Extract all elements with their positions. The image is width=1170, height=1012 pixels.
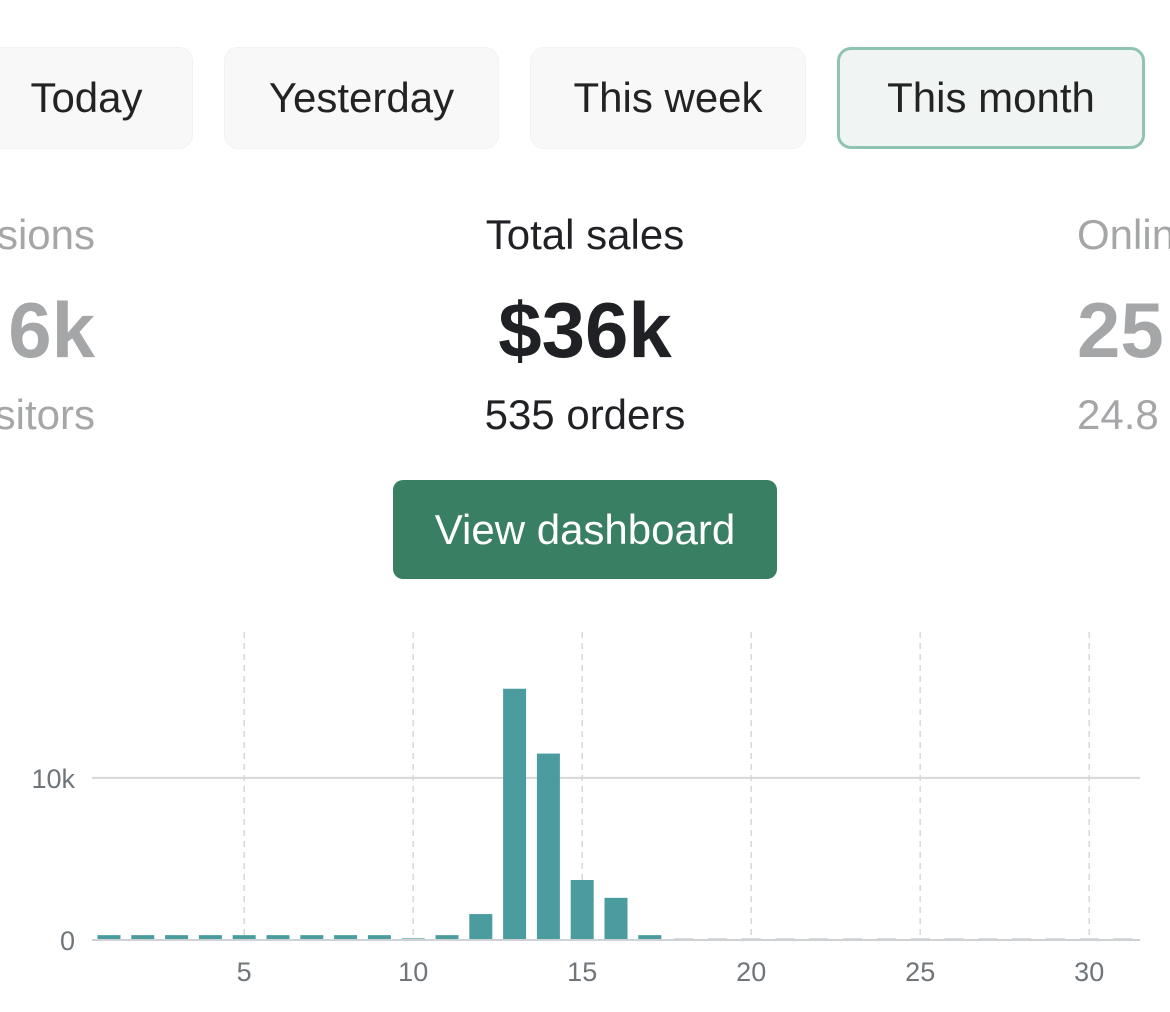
view-dashboard-button[interactable]: View dashboard (393, 480, 777, 579)
metric-label: sions (0, 211, 95, 258)
metric-card-sessions[interactable]: sions 6k sitors (0, 205, 95, 445)
bar-day-11 (435, 935, 459, 940)
metric-subtext: 535 orders (484, 391, 686, 438)
bar-day-6 (266, 935, 290, 940)
sales-chart-svg: 0 10k 5 10 15 20 25 30 (31, 632, 1140, 987)
metric-value: $36k (498, 286, 672, 374)
tab-yesterday[interactable]: Yesterday (224, 47, 499, 149)
y-tick-label: 10k (31, 764, 75, 794)
bar-day-7 (300, 935, 324, 940)
metric-card-total-sales[interactable]: Total sales $36k 535 orders (385, 205, 785, 445)
x-tick-label: 30 (1074, 957, 1104, 987)
bar-day-14 (536, 753, 560, 940)
x-tick-label: 20 (736, 957, 766, 987)
tab-this-week[interactable]: This week (530, 47, 806, 149)
metric-value: 6k (8, 286, 95, 374)
metric-label: Total sales (485, 211, 685, 258)
metric-value: 25 (1077, 286, 1164, 374)
x-tick-label: 25 (905, 957, 935, 987)
bar-day-13 (503, 688, 527, 940)
bar-day-4 (198, 935, 222, 940)
period-tabs: Today Yesterday This week This month (0, 0, 1170, 160)
sales-chart: 0 10k 5 10 15 20 25 30 (0, 600, 1170, 1012)
bar-day-16 (604, 897, 628, 940)
x-tick-label: 5 (237, 957, 252, 987)
x-tick-label: 15 (567, 957, 597, 987)
y-tick-label: 0 (60, 926, 75, 956)
bar-day-17 (638, 935, 662, 940)
tab-today[interactable]: Today (0, 47, 193, 149)
metric-card-online-store[interactable]: Onlin 25 24.8 (1077, 205, 1170, 445)
metric-subtext: sitors (0, 391, 95, 438)
bar-day-12 (469, 914, 493, 940)
bar-day-8 (334, 935, 358, 940)
x-tick-label: 10 (398, 957, 428, 987)
bar-day-1 (97, 935, 121, 940)
metric-subtext: 24.8 (1077, 391, 1159, 438)
bar-day-3 (165, 935, 189, 940)
tab-this-month[interactable]: This month (837, 47, 1145, 149)
bar-day-15 (570, 880, 594, 940)
metric-label: Onlin (1077, 211, 1170, 258)
bar-day-2 (131, 935, 155, 940)
bar-day-9 (367, 935, 391, 940)
bar-day-5 (232, 935, 256, 940)
